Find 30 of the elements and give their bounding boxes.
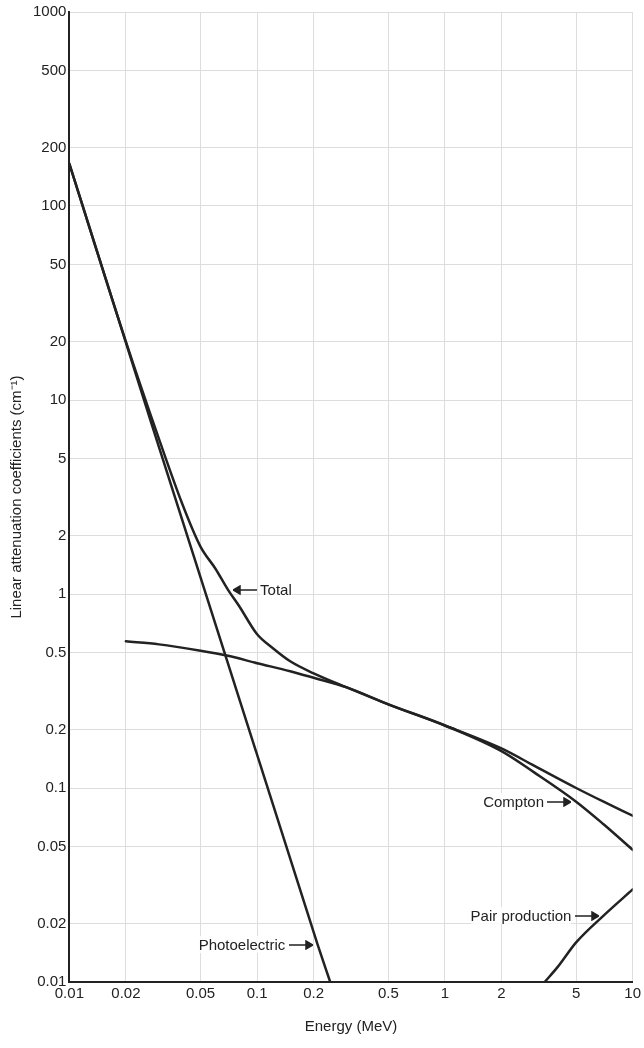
x-tick-label: 10 [624, 984, 641, 1002]
x-tick-label: 1 [440, 984, 450, 1002]
y-tick-label: 5 [58, 448, 67, 466]
y-tick-label: 0.5 [45, 642, 67, 660]
y-tick-label: 0.05 [37, 836, 67, 854]
x-tick-label: 2 [497, 984, 506, 1002]
annotation: Compton [483, 792, 544, 810]
y-tick-label: 2 [58, 525, 67, 543]
annotation: Total [260, 580, 292, 598]
y-tick-label: 0.1 [45, 778, 67, 796]
y-tick-label: 1 [58, 584, 67, 602]
y-tick-label: 500 [41, 60, 67, 78]
y-tick-label: 0.2 [45, 719, 67, 737]
x-tick-label: 0.05 [186, 984, 216, 1002]
y-tick-label: 10 [49, 390, 67, 408]
y-axis-title: Linear attenuation coefficients (cm⁻¹) [7, 375, 25, 619]
y-tick-label: 20 [49, 331, 67, 349]
annotation: Pair production [470, 906, 572, 924]
x-tick-label: 0.1 [246, 984, 268, 1002]
x-tick-label: 0.2 [303, 984, 325, 1002]
x-tick-label: 0.02 [111, 984, 141, 1002]
x-tick-label: 5 [571, 984, 581, 1002]
x-tick-label: 0.5 [377, 984, 399, 1002]
y-tick-label: 200 [41, 137, 67, 155]
y-tick-label: 0.02 [37, 913, 67, 931]
x-axis-title: Energy (MeV) [304, 1017, 398, 1035]
y-tick-label: 50 [49, 254, 67, 272]
annotation: Photoelectric [198, 935, 286, 953]
y-tick-label: 100 [41, 196, 67, 214]
y-tick-label: 1000 [32, 2, 67, 20]
